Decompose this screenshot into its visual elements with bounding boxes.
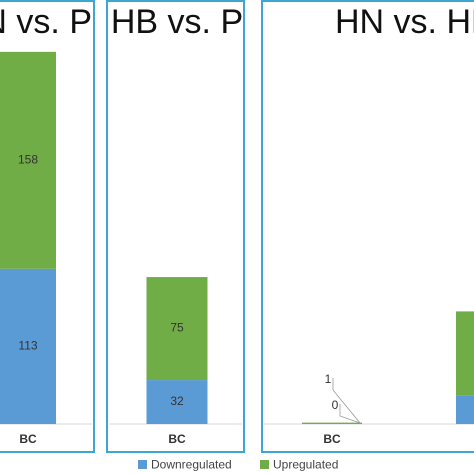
value-label: 32 [170,394,184,408]
legend-swatch [260,460,269,469]
x-tick-label: BC [323,432,341,446]
panel-title: HN vs. HB [335,3,474,41]
bar-segment [302,422,362,424]
panel-frame [0,0,95,453]
panel-title: HN vs. P [0,3,92,41]
leader-line [332,378,361,424]
value-label: 0 [332,398,339,412]
bar-segment [0,268,56,424]
legend-swatch [138,460,147,469]
leader-line [339,404,361,424]
panel-frame [106,0,245,453]
bar-segment [0,51,56,269]
value-label: 1 [325,372,332,386]
x-tick-label: BC [19,432,37,446]
panel-title: HB vs. P [111,3,243,41]
value-label: 113 [18,339,37,353]
bar-segment [456,395,474,424]
bar-segment [456,311,474,396]
x-tick-label: BC [168,432,186,446]
value-label: 158 [18,153,38,167]
bar-segment [146,380,208,424]
value-label: 75 [170,321,184,335]
legend-label: Upregulated [273,458,338,472]
panel-frame [261,0,474,453]
bar-segment [146,277,208,381]
legend-label: Downregulated [151,458,232,472]
